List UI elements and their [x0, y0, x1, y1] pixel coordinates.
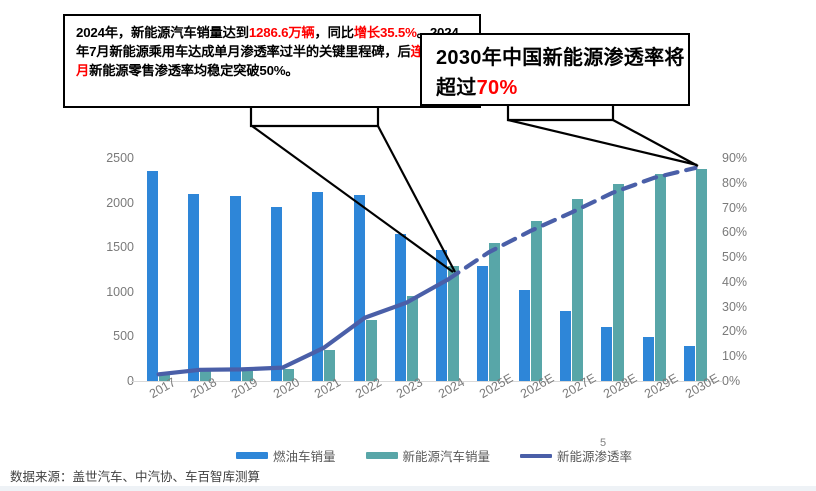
sales-callout-text: 2024年，新能源汽车销量达到1286.6万辆，同比增长35.5%。2024年7…: [76, 23, 470, 81]
axis-baseline: [131, 381, 723, 382]
bar-fuel-2026E: [518, 290, 530, 381]
bar-nev-2024: [448, 266, 460, 381]
left-axis-tick-1500: 1500: [106, 240, 134, 255]
sales-callout: 2024年，新能源汽车销量达到1286.6万辆，同比增长35.5%。2024年7…: [63, 14, 481, 108]
bar-nev-2017: [159, 374, 171, 381]
bar-nev-2019: [241, 370, 253, 381]
right-axis-tick-30: 30%: [722, 299, 748, 314]
right-axis-tick-20: 20%: [722, 324, 748, 339]
page-number: 5: [600, 437, 607, 449]
data-source-note: 数据来源：盖世汽车、中汽协、车百智库测算: [10, 470, 261, 484]
bar-fuel-2027E: [560, 311, 571, 381]
right-axis-tick-90: 90%: [722, 151, 748, 165]
legend-swatch-icon-1: [365, 452, 398, 459]
bar-fuel-2023: [394, 233, 406, 381]
left-axis-tick-2500: 2500: [106, 151, 134, 165]
bar-nev-2018: [200, 369, 212, 381]
bar-fuel-2029E: [642, 337, 654, 381]
legend-label-2: 新能源渗透率: [557, 450, 633, 464]
bar-nev-2021: [324, 349, 336, 381]
right-axis-tick-50: 50%: [722, 250, 748, 265]
left-axis-tick-500: 500: [113, 329, 134, 344]
legend-item-0: 燃油车销量: [236, 446, 336, 465]
bar-fuel-2017: [147, 171, 159, 381]
right-axis-tick-40: 40%: [722, 274, 748, 289]
penetration-rate-line: [156, 165, 698, 377]
bar-fuel-2020: [271, 207, 282, 381]
legend-swatch-icon-0: [236, 452, 268, 459]
left-axis-tick-0: 0: [127, 375, 134, 388]
bar-fuel-2018: [188, 193, 200, 381]
bar-nev-2028E: [613, 183, 625, 381]
right-axis-tick-10: 10%: [722, 349, 748, 364]
bar-nev-2027E: [572, 199, 583, 381]
left-axis-tick-2000: 2000: [106, 195, 134, 210]
legend-label-0: 燃油车销量: [273, 450, 336, 464]
forecast-callout: 2030年中国新能源渗透率将超过70%: [420, 33, 690, 106]
bar-nev-2030E: [695, 168, 707, 381]
right-axis-tick-80: 80%: [722, 175, 748, 190]
bar-fuel-2022: [353, 195, 365, 381]
left-axis-tick-1000: 1000: [106, 284, 134, 299]
callout-text-segment-0: 2030年中国新能源渗透率将超过: [436, 47, 685, 99]
right-axis-tick-70: 70%: [722, 200, 748, 215]
left-axis: 0 500 1000 1500 2000 2500: [88, 150, 134, 390]
bar-nev-2026E: [530, 221, 542, 381]
chart-legend: 燃油车销量 新能源汽车销量 新能源渗透率: [236, 446, 632, 465]
legend-item-1: 新能源汽车销量: [365, 446, 491, 465]
x-axis-labels: 2017 2018 2019 2020 2021 2022 2023 2024 2025E 202…: [138, 371, 722, 441]
legend-swatch-icon-2: [520, 453, 553, 458]
bar-nev-2022: [365, 319, 377, 381]
callout-text-segment-3: 增长35.5%: [353, 25, 417, 40]
right-axis-tick-0: 0%: [722, 374, 741, 388]
callout-text-segment-2: ，同比: [314, 25, 354, 40]
bar-fuel-2021: [312, 191, 324, 381]
bar-fuel-2030E: [683, 346, 695, 381]
callout-text-segment-6: 新能源零售渗透率均稳定突破50%。: [89, 63, 299, 79]
chart-plot-area: [138, 158, 716, 381]
right-axis-tick-60: 60%: [722, 225, 748, 240]
bar-nev-2025E: [489, 242, 501, 381]
bar-fuel-2019: [229, 196, 241, 381]
bar-nev-2020: [283, 368, 294, 381]
right-axis: 0% 10% 20% 30% 40% 50% 60% 70% 80% 90%: [722, 150, 766, 390]
callout-text-segment-1: 1286.6万辆: [248, 25, 315, 40]
footer-divider: [0, 486, 816, 491]
legend-item-2: 新能源渗透率: [520, 446, 632, 465]
bar-nev-2029E: [654, 174, 666, 381]
bar-fuel-2024: [436, 249, 448, 381]
bar-fuel-2028E: [601, 326, 613, 381]
bar-fuel-2025E: [477, 265, 489, 381]
legend-label-1: 新能源汽车销量: [402, 450, 491, 464]
forecast-callout-text: 2030年中国新能源渗透率将超过70%: [436, 43, 688, 103]
bar-nev-2023: [406, 296, 418, 381]
callout-text-segment-1: 70%: [476, 77, 518, 99]
callout-text-segment-0: 2024年，新能源汽车销量达到: [76, 25, 249, 40]
